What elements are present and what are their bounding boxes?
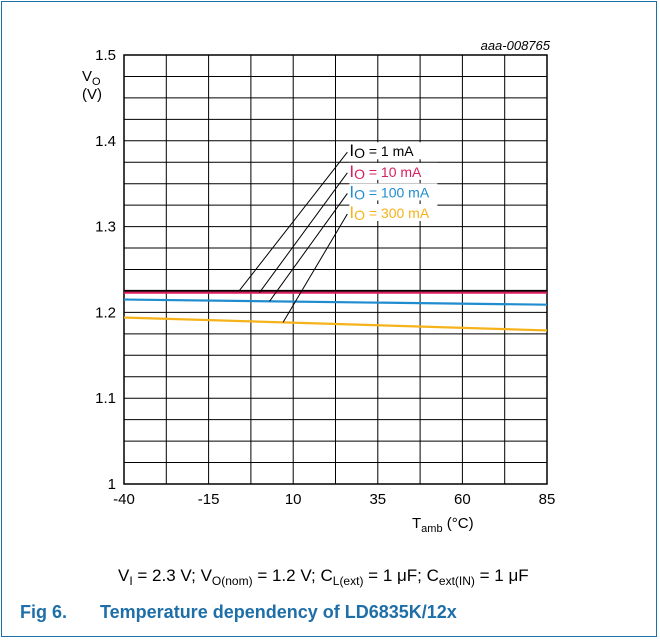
y-axis-label: VO (82, 68, 101, 88)
legend-label-background (349, 204, 438, 222)
legend-label: IO = 300 mA (349, 203, 429, 223)
line-chart: -40 -15 10 35 60 85 1 1.1 1.2 1.3 1.4 1.5 aaa-00876… (82, 38, 555, 535)
x-tick-label: -15 (198, 491, 220, 508)
series-line (123, 316, 548, 332)
tick-labels: -40 -15 10 35 60 85 1 1.1 1.2 1.3 1.4 1.5 (95, 47, 555, 508)
y-tick-label: 1.5 (95, 47, 116, 64)
legend-leader-line (238, 151, 348, 292)
y-tick-label: 1.3 (95, 219, 116, 236)
x-tick-label: -40 (113, 491, 135, 508)
x-tick-label: 85 (539, 491, 556, 508)
figure-caption: Fig 6. Temperature dependency of LD6835K/… (20, 602, 457, 623)
caption-title: Temperature dependency of LD6835K/12x (100, 602, 457, 622)
figure-id-label: aaa-008765 (481, 38, 551, 53)
x-axis-label: Tamb (°C) (412, 515, 474, 535)
y-axis-unit: (V) (82, 86, 102, 103)
caption-number: Fig 6. (20, 602, 68, 622)
legend-label: IO = 1 mA (349, 141, 414, 161)
legend-label-background (349, 162, 438, 180)
plot-area-border (123, 54, 548, 485)
legend-leader-line (269, 193, 348, 302)
test-conditions: VI = 2.3 V; VO(nom) = 1.2 V; CL(ext) = 1… (118, 566, 529, 588)
series-line (123, 298, 548, 306)
legend-label-background (349, 142, 428, 160)
legend-leaders (238, 151, 348, 323)
x-tick-label: 60 (454, 491, 471, 508)
legend-leader-line (282, 213, 348, 323)
y-tick-label: 1 (108, 476, 116, 493)
grid (123, 54, 548, 485)
y-tick-label: 1.4 (95, 133, 116, 150)
y-tick-label: 1.2 (95, 304, 116, 321)
series-lines (123, 289, 548, 332)
legend-leader-line (258, 172, 348, 293)
x-tick-label: 10 (285, 491, 302, 508)
y-tick-label: 1.1 (95, 390, 116, 407)
legend-label: IO = 10 mA (349, 162, 422, 182)
legend-label: IO = 100 mA (349, 182, 429, 202)
x-tick-label: 35 (369, 491, 386, 508)
legend-label-background (349, 183, 438, 201)
